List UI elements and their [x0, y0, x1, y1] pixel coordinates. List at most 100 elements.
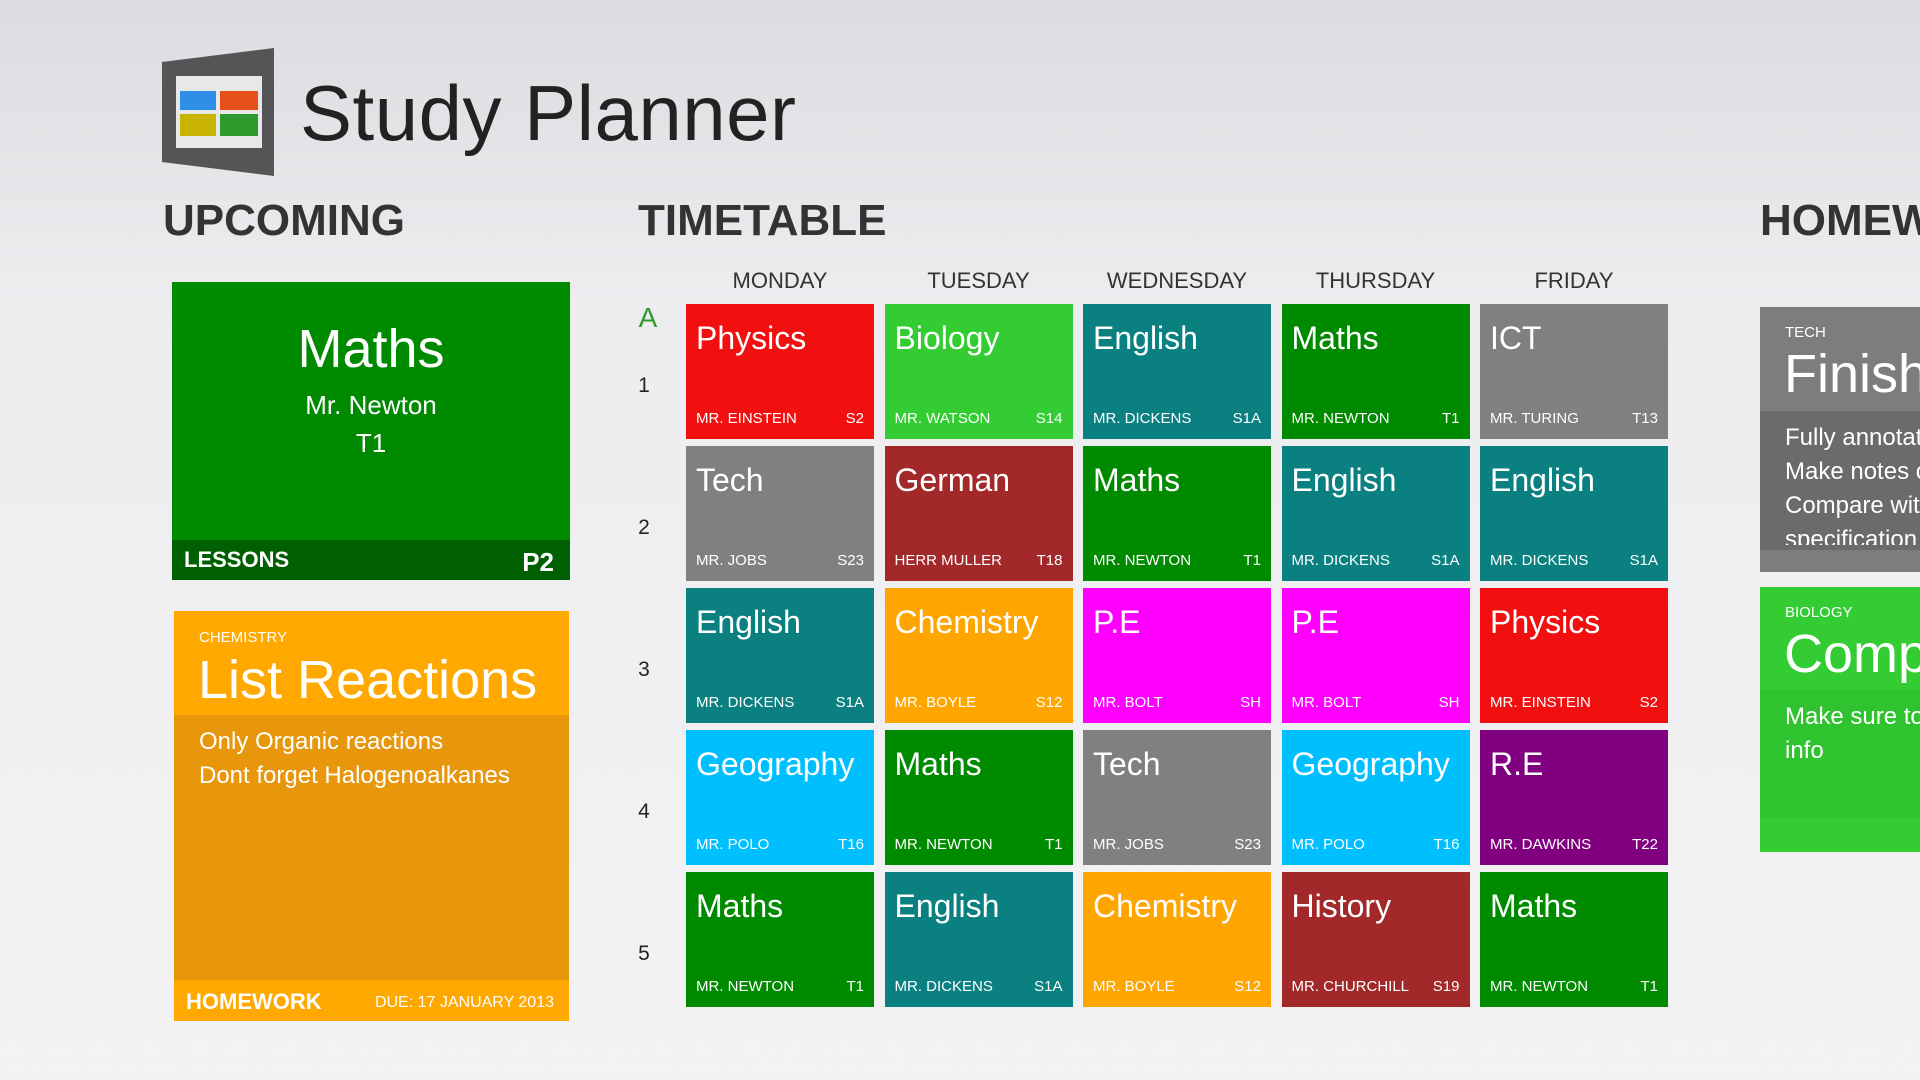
homework-title: List Reactions	[198, 650, 538, 710]
cell-teacher: MR. DICKENS	[1093, 410, 1192, 427]
cell-subject: Maths	[696, 888, 784, 924]
lesson-cell[interactable]: ICT MR. TURING T13	[1480, 304, 1668, 439]
cell-room: S1A	[1034, 978, 1063, 995]
cell-room: T1	[1640, 978, 1658, 995]
cell-room: S23	[837, 552, 864, 569]
cell-teacher: MR. DICKENS	[1490, 552, 1589, 569]
lesson-cell[interactable]: English MR. DICKENS S1A	[1480, 446, 1668, 581]
lesson-cell[interactable]: Tech MR. JOBS S23	[686, 446, 874, 581]
cell-subject: Chemistry	[1093, 888, 1238, 924]
note-line: specification	[1785, 526, 1918, 545]
week-label: A	[638, 302, 658, 333]
lesson-cell[interactable]: Chemistry MR. BOYLE S12	[1083, 872, 1271, 1007]
lesson-cell[interactable]: P.E MR. BOLT SH	[1281, 588, 1470, 723]
cell-teacher: MR. BOLT	[1291, 694, 1362, 711]
cell-teacher: MR. TURING	[1490, 410, 1579, 427]
lesson-cell[interactable]: History MR. CHURCHILL S19	[1281, 872, 1470, 1007]
upcoming-lesson-tile[interactable]: Maths Mr. Newton T1 LESSONS P2	[172, 282, 570, 580]
cell-room: S1A	[1232, 410, 1261, 427]
cell-teacher: MR. WATSON	[894, 410, 991, 427]
cell-room: S19	[1432, 978, 1460, 995]
card-title: Comp	[1784, 624, 1920, 684]
note-line: Make sure to	[1785, 703, 1920, 730]
upcoming-homework-tile[interactable]: CHEMISTRY List Reactions Only Organic re…	[174, 611, 569, 1021]
card-title: Finish	[1784, 344, 1920, 404]
homework-footer	[174, 980, 569, 1021]
homework-due: DUE: 17 JANUARY 2013	[374, 994, 554, 1011]
cell-room: T1	[1441, 410, 1460, 427]
lesson-room: T1	[355, 428, 387, 458]
lesson-period: P2	[522, 547, 554, 577]
cell-room: T22	[1632, 836, 1658, 853]
homework-label: HOMEWORK	[186, 989, 322, 1014]
cell-room: T16	[1433, 836, 1460, 853]
cell-subject: Maths	[1490, 888, 1578, 924]
note-line: Make notes c	[1785, 458, 1920, 485]
cell-teacher: HERR MULLER	[894, 552, 1003, 569]
lesson-cell[interactable]: Physics MR. EINSTEIN S2	[1480, 588, 1668, 723]
lesson-footer	[172, 540, 570, 580]
lesson-cell[interactable]: R.E MR. DAWKINS T22	[1480, 730, 1668, 865]
cell-subject: Maths	[894, 746, 982, 782]
cell-subject: P.E	[1093, 604, 1141, 640]
lesson-cell[interactable]: English MR. DICKENS S1A	[884, 872, 1073, 1007]
app-title: Study Planner	[300, 69, 797, 157]
cell-subject: Geography	[1291, 746, 1450, 782]
cell-teacher: MR. DICKENS	[1291, 552, 1390, 569]
lesson-cell[interactable]: English MR. DICKENS S1A	[686, 588, 874, 723]
cell-room: S2	[845, 410, 864, 427]
section-heading: UPCOMING	[163, 196, 405, 245]
homework-card[interactable]: BIOLOGY Comp Make sure to info	[1760, 587, 1920, 852]
lesson-cell[interactable]: Biology MR. WATSON S14	[884, 304, 1073, 439]
cell-subject: English	[1490, 462, 1595, 498]
cell-subject: Physics	[696, 320, 807, 356]
lesson-cell[interactable]: P.E MR. BOLT SH	[1083, 588, 1271, 723]
period-number: 4	[638, 800, 650, 823]
cell-teacher: MR. DAWKINS	[1490, 836, 1592, 853]
cell-subject: Geography	[696, 746, 855, 782]
lesson-cell[interactable]: Geography MR. POLO T16	[1281, 730, 1470, 865]
lesson-cell[interactable]: Chemistry MR. BOYLE S12	[884, 588, 1073, 723]
cell-room: SH	[1438, 694, 1460, 711]
cell-subject: German	[894, 462, 1011, 498]
cell-teacher: MR. POLO	[1291, 836, 1365, 853]
day-header: THURSDAY	[1315, 268, 1436, 293]
note-line: Only Organic reactions	[199, 728, 444, 755]
cell-teacher: MR. JOBS	[696, 552, 767, 569]
lesson-cell[interactable]: Maths MR. NEWTON T1	[686, 872, 874, 1007]
lesson-cell[interactable]: English MR. DICKENS S1A	[1281, 446, 1470, 581]
day-header: MONDAY	[732, 268, 828, 293]
cell-room: S14	[1035, 410, 1063, 427]
day-header: FRIDAY	[1534, 268, 1614, 293]
lesson-label: LESSONS	[184, 547, 290, 572]
homework-card[interactable]: TECH Finish Fully annotat Make notes c Compa…	[1760, 307, 1920, 572]
lesson-cell[interactable]: English MR. DICKENS S1A	[1083, 304, 1271, 439]
lesson-cell[interactable]: Physics MR. EINSTEIN S2	[686, 304, 874, 439]
cell-subject: English	[1093, 320, 1198, 356]
cell-subject: Maths	[1291, 320, 1379, 356]
lesson-cell[interactable]: Tech MR. JOBS S23	[1083, 730, 1271, 865]
lesson-cell[interactable]: Maths MR. NEWTON T1	[1480, 872, 1668, 1007]
cell-room: T1	[846, 978, 864, 995]
cell-subject: History	[1291, 888, 1392, 924]
cell-room: S12	[1234, 978, 1261, 995]
cell-teacher: MR. NEWTON	[894, 836, 993, 853]
cell-teacher: MR. NEWTON	[696, 978, 795, 995]
card-subject: TECH	[1785, 324, 1826, 341]
card-footer	[1760, 818, 1920, 852]
lesson-cell[interactable]: German HERR MULLER T18	[884, 446, 1073, 581]
cell-room: S1A	[835, 694, 864, 711]
cell-teacher: MR. BOYLE	[1093, 978, 1175, 995]
card-footer	[1760, 550, 1920, 572]
cell-teacher: MR. JOBS	[1093, 836, 1164, 853]
day-header: WEDNESDAY	[1106, 268, 1248, 293]
lesson-cell[interactable]: Geography MR. POLO T16	[686, 730, 874, 865]
lesson-cell[interactable]: Maths MR. NEWTON T1	[1083, 446, 1271, 581]
cell-subject: Physics	[1490, 604, 1601, 640]
card-header	[1760, 307, 1920, 411]
note-line: Fully annotat	[1785, 424, 1920, 451]
lesson-cell[interactable]: Maths MR. NEWTON T1	[1281, 304, 1470, 439]
cell-teacher: MR. NEWTON	[1093, 552, 1192, 569]
cell-teacher: MR. EINSTEIN	[696, 410, 797, 427]
lesson-cell[interactable]: Maths MR. NEWTON T1	[884, 730, 1073, 865]
